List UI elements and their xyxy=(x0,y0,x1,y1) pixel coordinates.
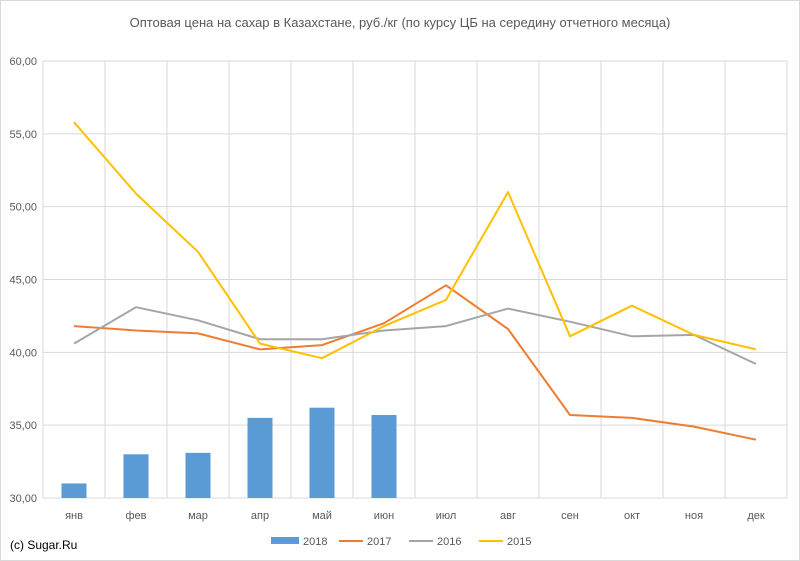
x-tick-label: мар xyxy=(188,510,208,522)
legend-label-2016: 2016 xyxy=(437,536,461,548)
y-tick-label: 60,00 xyxy=(9,56,37,68)
bar-2018 xyxy=(371,414,397,498)
bar-2018 xyxy=(61,483,87,498)
legend-label-2017: 2017 xyxy=(367,536,391,548)
x-tick-label: сен xyxy=(561,510,579,522)
x-tick-label: июл xyxy=(436,510,457,522)
series-line-2017 xyxy=(73,284,757,441)
bar-2018 xyxy=(185,452,211,498)
x-tick-label: янв xyxy=(65,510,83,522)
copyright-text: (c) Sugar.Ru xyxy=(10,538,78,552)
x-tick-label: май xyxy=(312,510,332,522)
x-tick-label: фев xyxy=(125,510,146,522)
bar-2018 xyxy=(123,454,149,498)
bar-2018 xyxy=(309,407,335,498)
y-tick-label: 30,00 xyxy=(9,493,37,505)
x-tick-label: июн xyxy=(374,510,394,522)
x-tick-label: дек xyxy=(747,510,765,522)
y-tick-label: 50,00 xyxy=(9,202,37,214)
bar-2018 xyxy=(247,417,273,498)
y-tick-label: 55,00 xyxy=(9,129,37,141)
series-line-2016 xyxy=(73,306,757,365)
x-tick-label: апр xyxy=(251,510,269,522)
x-tick-label: окт xyxy=(624,510,640,522)
legend-label-2015: 2015 xyxy=(507,536,531,548)
x-tick-label: авг xyxy=(500,510,516,522)
y-tick-label: 40,00 xyxy=(9,347,37,359)
y-tick-label: 35,00 xyxy=(9,420,37,432)
y-tick-label: 45,00 xyxy=(9,275,37,287)
x-tick-label: ноя xyxy=(685,510,703,522)
series-line-2015 xyxy=(73,121,757,360)
chart-title: Оптовая цена на сахар в Казахстане, руб.… xyxy=(129,15,671,30)
legend-swatch-2018 xyxy=(271,537,299,544)
legend-label-2018: 2018 xyxy=(303,536,327,548)
